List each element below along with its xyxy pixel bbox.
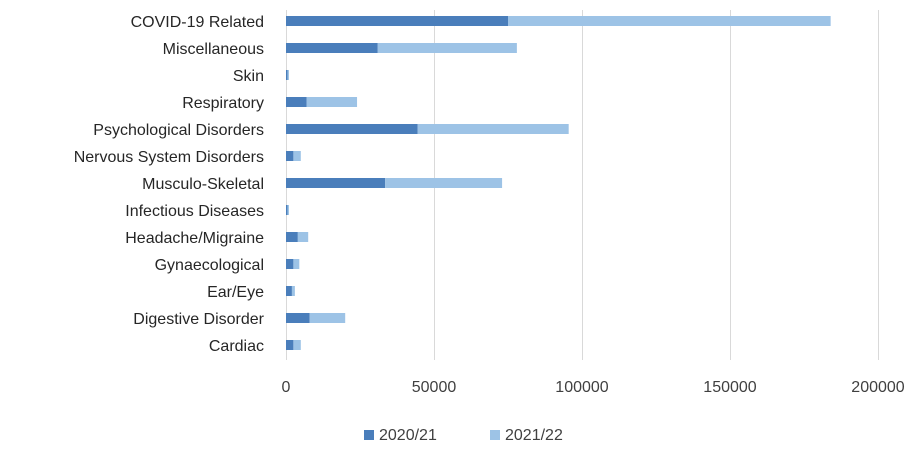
bar-segment-series-2	[287, 205, 289, 215]
bar-segment-series-2	[297, 232, 309, 242]
legend-label: 2020/21	[379, 427, 437, 444]
bar-segment-series-1	[286, 43, 378, 53]
category-labels: COVID-19 Related Miscellaneous Skin Respira…	[74, 14, 265, 355]
bar-segment-series-2	[291, 286, 295, 296]
x-tick-label: 0	[282, 379, 291, 396]
bars	[286, 16, 831, 350]
category-label: Gynaecological	[155, 257, 264, 274]
x-tick-label: 100000	[555, 379, 608, 396]
category-label: Psychological Disorders	[93, 122, 264, 139]
bar-segment-series-1	[286, 232, 298, 242]
x-tick-label: 50000	[412, 379, 457, 396]
bar-segment-series-2	[293, 259, 300, 269]
category-label: Ear/Eye	[207, 284, 264, 301]
x-axis-tick-labels: 0 50000 100000 150000 200000	[282, 379, 905, 396]
bar-segment-series-2	[377, 43, 517, 53]
category-label: Respiratory	[182, 95, 264, 112]
legend: 2020/21 2021/22	[364, 427, 563, 444]
bar-segment-series-1	[286, 70, 288, 80]
gridlines	[286, 10, 879, 360]
category-label: COVID-19 Related	[131, 14, 264, 31]
bar-segment-series-2	[417, 124, 569, 134]
bar-segment-series-2	[385, 178, 503, 188]
x-tick-label: 200000	[851, 379, 904, 396]
bar-segment-series-2	[508, 16, 831, 26]
bar-segment-series-1	[286, 151, 294, 161]
bar-segment-series-2	[306, 97, 358, 107]
bar-segment-series-2	[293, 340, 301, 350]
bar-segment-series-1	[286, 124, 418, 134]
category-label: Infectious Diseases	[125, 203, 264, 220]
bar-segment-series-1	[286, 178, 386, 188]
category-label: Miscellaneous	[163, 41, 264, 58]
legend-label: 2021/22	[505, 427, 563, 444]
category-label: Skin	[233, 68, 264, 85]
legend-swatch	[490, 430, 500, 440]
category-label: Nervous System Disorders	[74, 149, 264, 166]
x-tick-label: 150000	[703, 379, 756, 396]
bar-segment-series-1	[286, 259, 294, 269]
legend-swatch	[364, 430, 374, 440]
category-label: Musculo-Skeletal	[142, 176, 264, 193]
bar-segment-series-1	[286, 313, 310, 323]
bar-segment-series-2	[293, 151, 301, 161]
category-label: Digestive Disorder	[133, 311, 264, 328]
bar-segment-series-1	[286, 205, 288, 215]
bar-segment-series-2	[309, 313, 346, 323]
bar-segment-series-1	[286, 286, 292, 296]
bar-segment-series-1	[286, 340, 294, 350]
bar-segment-series-1	[286, 16, 508, 26]
category-label: Cardiac	[209, 338, 264, 355]
bar-segment-series-1	[286, 97, 307, 107]
category-label: Headache/Migraine	[125, 230, 264, 247]
bar-segment-series-2	[287, 70, 289, 80]
